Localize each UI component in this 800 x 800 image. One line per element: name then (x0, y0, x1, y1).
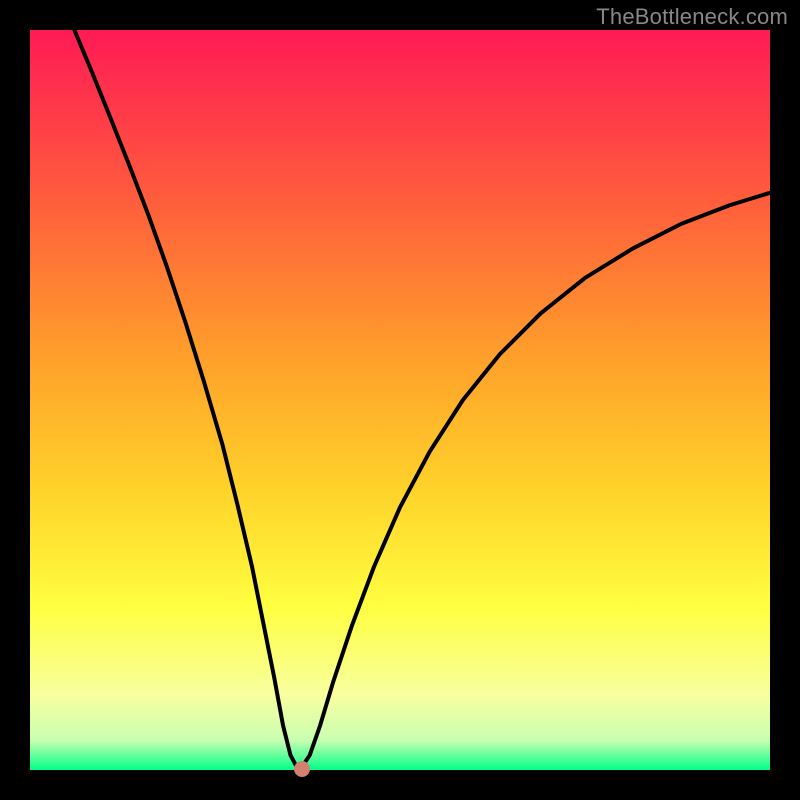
chart-container: TheBottleneck.com (0, 0, 800, 800)
bottleneck-curve (30, 30, 770, 770)
minimum-marker (294, 761, 310, 777)
curve-path (74, 30, 770, 766)
watermark-text: TheBottleneck.com (596, 4, 788, 30)
plot-area (30, 30, 770, 770)
